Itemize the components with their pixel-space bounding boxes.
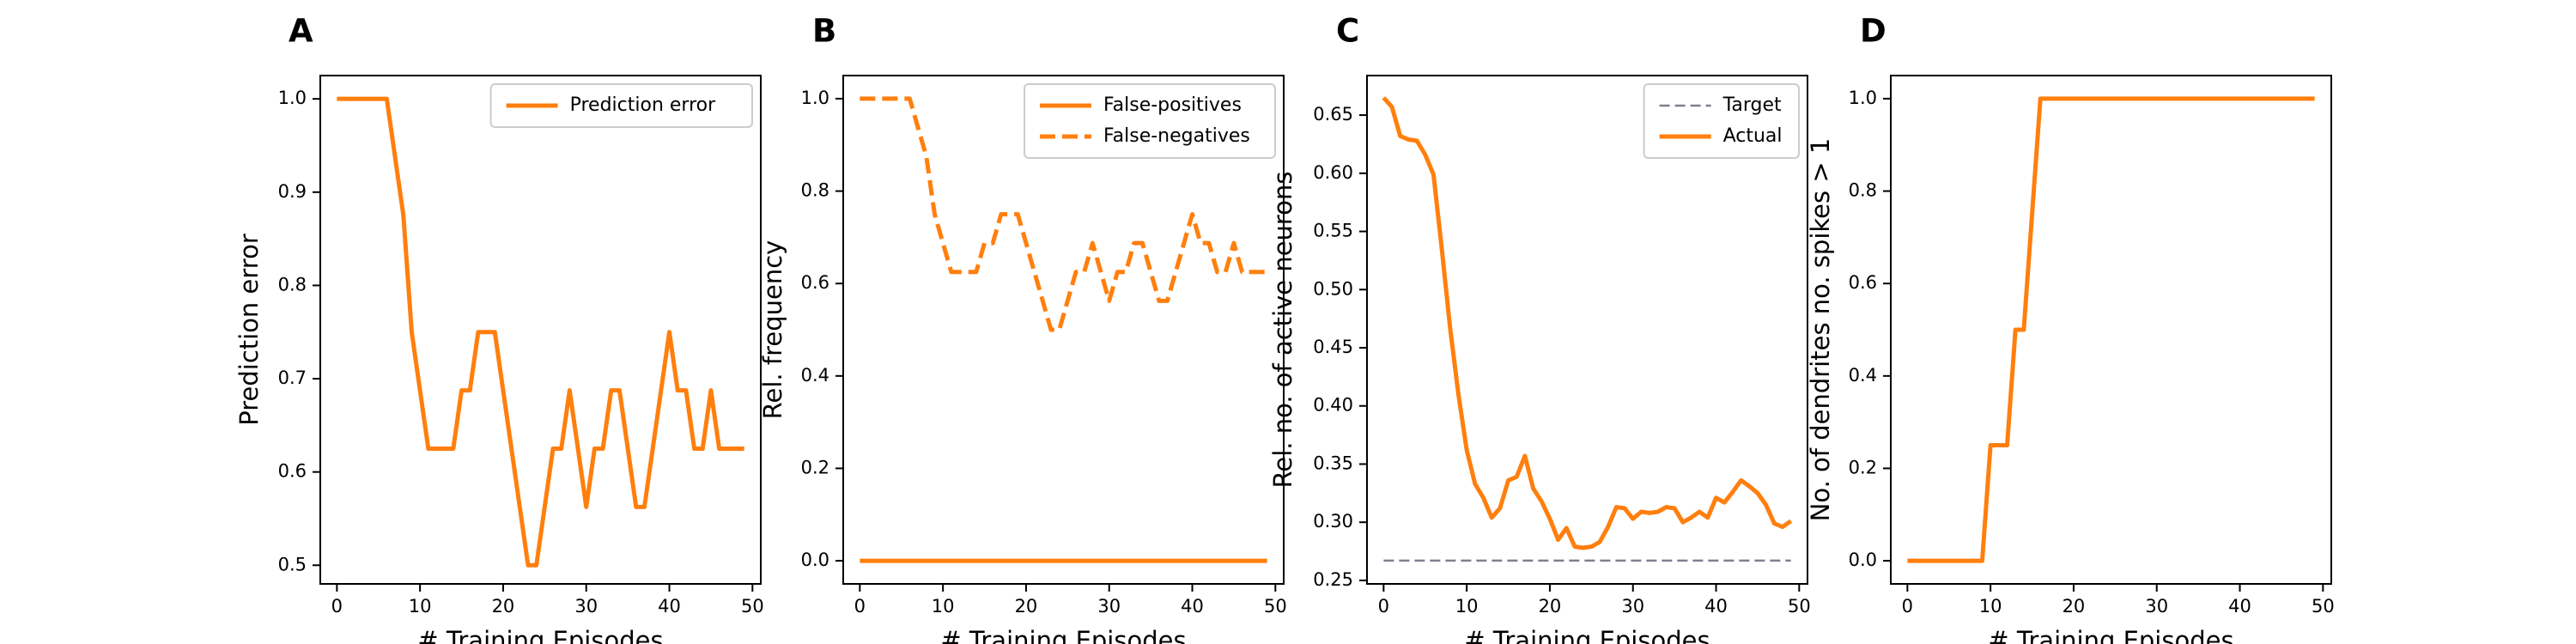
x-tick-label: 50 — [1264, 596, 1287, 617]
series-line — [1907, 96, 2315, 563]
panel-c: C 0 10 20 30 40 50 0.25 0.30 0.35 0.40 0.45 0.50 0.55… — [1268, 13, 1811, 644]
y-tick-label: 0.8 — [801, 180, 829, 201]
x-tick-label: 30 — [1097, 596, 1121, 617]
y-tick-label: 0.2 — [801, 457, 829, 477]
x-tick-label: 20 — [1539, 596, 1562, 617]
x-tick-label: 20 — [2063, 596, 2086, 617]
x-tick-label: 30 — [2145, 596, 2168, 617]
legend-box — [489, 83, 753, 128]
x-tick-label: 0 — [854, 596, 866, 617]
y-tick-label: 0.7 — [278, 368, 307, 388]
legend-label: Prediction error — [570, 94, 716, 116]
y-tick-label: 0.9 — [278, 181, 307, 202]
series-line-prediction-error — [337, 96, 744, 568]
x-tick-label: 50 — [741, 596, 764, 617]
y-tick-label: 0.5 — [278, 554, 307, 574]
y-tick-label: 1.0 — [1849, 88, 1877, 108]
y-tick-label: 0.0 — [801, 550, 829, 570]
y-tick-label: 0.60 — [1313, 162, 1353, 183]
y-tick-label: 0.45 — [1313, 337, 1353, 357]
y-axis-label: Rel. no. of active neurons — [1268, 172, 1297, 489]
panel-letter: C — [1336, 13, 1359, 50]
x-tick-label: 40 — [658, 596, 681, 617]
axes-frame — [1366, 75, 1808, 585]
x-tick-label: 20 — [1015, 596, 1038, 617]
y-tick-label: 1.0 — [801, 88, 829, 108]
legend-label: False-positives — [1103, 94, 1242, 116]
y-tick-label: 0.40 — [1313, 395, 1353, 416]
x-tick-label: 30 — [1621, 596, 1644, 617]
x-tick-label: 0 — [1902, 596, 1913, 617]
legend: Target Actual — [1643, 83, 1800, 159]
axes-frame — [319, 75, 762, 585]
x-axis-label: # Training Episodes — [1464, 626, 1710, 644]
y-axis-label: Rel. frequency — [758, 240, 787, 420]
legend-box — [1643, 83, 1800, 159]
y-tick-label: 0.2 — [1849, 457, 1877, 477]
y-tick-label: 0.50 — [1313, 278, 1353, 299]
x-axis-label: # Training Episodes — [1988, 626, 2233, 644]
x-tick-label: 0 — [1378, 596, 1389, 617]
y-tick-label: 0.8 — [1849, 180, 1877, 201]
legend: False-positives False-negatives — [1024, 83, 1276, 159]
y-tick-label: 0.8 — [278, 274, 307, 295]
x-tick-label: 10 — [1979, 596, 2002, 617]
x-tick-label: 40 — [1704, 596, 1728, 617]
panel-a: A 0 10 20 30 40 50 0.5 0.6 0.7 0.8 0.9 1.0 # Training… — [234, 13, 764, 644]
y-axis-label: Prediction error — [234, 234, 264, 426]
x-tick-label: 0 — [331, 596, 343, 617]
axes-frame — [842, 75, 1285, 585]
x-tick-label: 10 — [932, 596, 955, 617]
y-tick-label: 0.4 — [1849, 365, 1877, 386]
legend-label: Actual — [1723, 125, 1783, 147]
y-tick-label: 0.30 — [1313, 511, 1353, 532]
series-line-false-negatives — [860, 96, 1267, 332]
x-tick-label: 10 — [1455, 596, 1479, 617]
panel-letter: D — [1860, 13, 1886, 50]
legend-label: Target — [1722, 94, 1782, 116]
x-tick-label: 50 — [1788, 596, 1811, 617]
y-tick-label: 0.35 — [1313, 453, 1353, 473]
x-tick-label: 40 — [2228, 596, 2251, 617]
panel-b: B 0 10 20 30 40 50 0.0 0.2 0.4 0.6 0.8 1.0 # Training… — [758, 13, 1287, 644]
y-tick-label: 1.0 — [278, 88, 307, 108]
legend-label: False-negatives — [1103, 125, 1250, 147]
legend-box — [1024, 83, 1276, 159]
series-line-actual — [1382, 96, 1793, 550]
x-tick-label: 10 — [409, 596, 432, 617]
y-tick-label: 0.0 — [1849, 550, 1877, 570]
y-tick-label: 0.6 — [278, 461, 307, 482]
axes-frame — [1890, 75, 2332, 585]
y-axis-label: No. of dendrites no. spikes > 1 — [1806, 138, 1835, 522]
x-axis-label: # Training Episodes — [417, 626, 663, 644]
legend: Prediction error — [489, 83, 753, 128]
panel-letter: B — [812, 13, 836, 50]
x-tick-label: 20 — [492, 596, 515, 617]
y-tick-label: 0.65 — [1313, 104, 1353, 125]
panel-d: D 0 10 20 30 40 50 0.0 0.2 0.4 0.6 0.8 1.0 # Training… — [1806, 13, 2335, 644]
x-tick-label: 50 — [2312, 596, 2335, 617]
y-tick-label: 0.6 — [801, 272, 829, 293]
y-tick-label: 0.4 — [801, 365, 829, 386]
panel-letter: A — [289, 13, 313, 50]
x-axis-label: # Training Episodes — [940, 626, 1186, 644]
x-tick-label: 30 — [574, 596, 598, 617]
y-tick-label: 0.6 — [1849, 272, 1877, 293]
y-tick-label: 0.55 — [1313, 221, 1353, 241]
y-tick-label: 0.25 — [1313, 569, 1353, 590]
x-tick-label: 40 — [1181, 596, 1204, 617]
